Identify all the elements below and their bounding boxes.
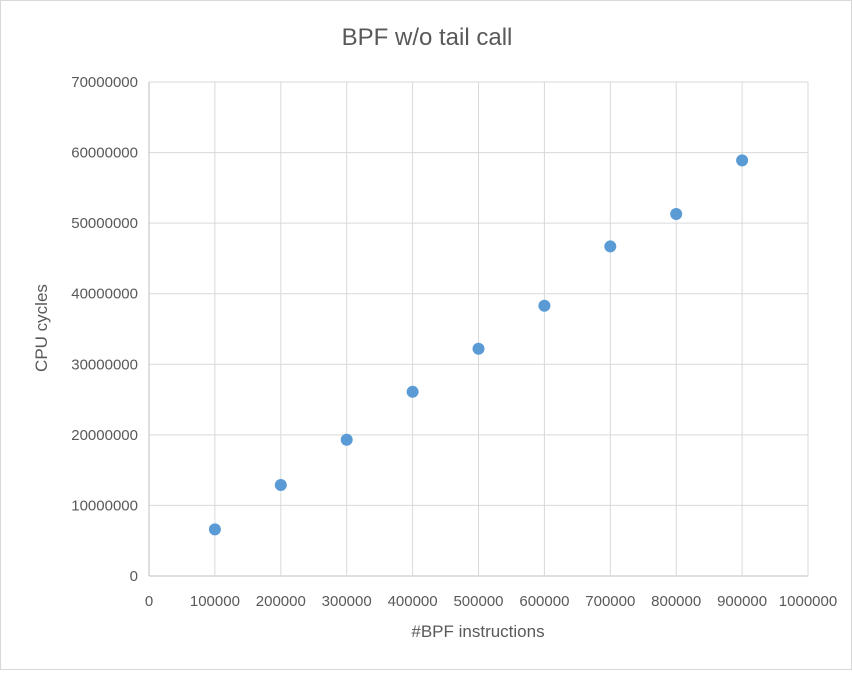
x-tick-label: 500000: [453, 593, 503, 610]
x-axis-title: #BPF instructions: [411, 622, 544, 641]
grid-lines: [148, 81, 809, 577]
data-point: [406, 385, 419, 398]
x-tick-label: 700000: [585, 593, 635, 610]
data-points: [208, 154, 749, 536]
data-point: [208, 523, 221, 536]
x-tick-label: 400000: [388, 593, 438, 610]
y-tick-label: 0: [130, 568, 138, 585]
x-tick-label: 300000: [322, 593, 372, 610]
y-axis-title: CPU cycles: [32, 284, 51, 372]
y-tick-label: 50000000: [71, 215, 138, 232]
data-point: [604, 240, 617, 253]
y-tick-label: 70000000: [71, 74, 138, 91]
x-tick-label: 100000: [190, 593, 240, 610]
y-tick-label: 40000000: [71, 286, 138, 303]
data-point: [274, 478, 287, 491]
x-tick-label: 900000: [717, 593, 767, 610]
data-point: [736, 154, 749, 167]
y-tick-label: 20000000: [71, 427, 138, 444]
x-tick-label: 0: [145, 593, 153, 610]
data-point: [670, 207, 683, 220]
tick-labels: 0100000002000000030000000400000005000000…: [71, 74, 837, 610]
data-point: [472, 342, 485, 355]
x-tick-label: 200000: [256, 593, 306, 610]
y-tick-label: 10000000: [71, 497, 138, 514]
x-tick-label: 800000: [651, 593, 701, 610]
x-tick-label: 1000000: [779, 593, 837, 610]
chart-title: BPF w/o tail call: [342, 24, 513, 51]
x-tick-label: 600000: [519, 593, 569, 610]
data-point: [538, 299, 551, 312]
y-tick-label: 60000000: [71, 145, 138, 162]
y-tick-label: 30000000: [71, 356, 138, 373]
data-point: [340, 433, 353, 446]
